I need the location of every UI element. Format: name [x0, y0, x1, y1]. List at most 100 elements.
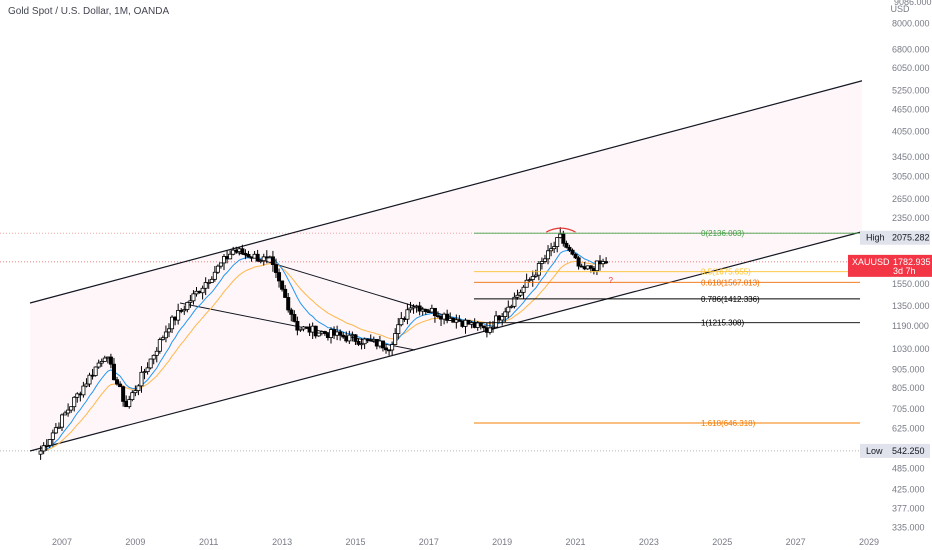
price-tick-label: 2650.000 [892, 194, 930, 204]
candle-body [133, 390, 138, 394]
price-tick-label: 8000.000 [892, 18, 930, 28]
price-tick-label: 705.000 [892, 404, 925, 414]
candle-body [518, 291, 523, 296]
candle-body [53, 427, 58, 434]
candle-body [390, 344, 395, 351]
price-tick-label: 4650.000 [892, 105, 930, 115]
candle-body [200, 287, 205, 294]
candle-body [246, 253, 251, 258]
candle-body [487, 327, 492, 333]
candle-body [93, 366, 98, 376]
candle-body [118, 383, 123, 388]
candle-body [166, 328, 171, 333]
candle-body [298, 328, 303, 331]
candles-layer [38, 227, 609, 460]
candle-body [215, 265, 220, 273]
candle-body [457, 319, 462, 322]
high-tag [860, 230, 930, 245]
candle-body [405, 309, 410, 320]
candle-body [130, 392, 135, 400]
candle-body [524, 279, 529, 288]
candle-body [576, 257, 581, 267]
fibonacci-layer: 0(2136.003) 0.5(1675.655)0.618(1567.013) 0… [474, 227, 860, 428]
candle-body [295, 321, 300, 331]
candle-body [539, 261, 544, 264]
candle-body [588, 265, 593, 269]
candle-body [313, 325, 318, 337]
price-tick-label: 3050.000 [892, 172, 930, 182]
candle-body [594, 260, 599, 272]
candle-body [75, 393, 80, 398]
candle-body [322, 331, 327, 334]
fib-label-5: 1.618(646.318) [701, 419, 756, 428]
channel-lower-line[interactable] [29, 226, 881, 452]
candle-body [231, 249, 236, 255]
candle-body [573, 253, 578, 259]
candle-body [66, 409, 71, 414]
candle-body [286, 297, 291, 311]
price-tick-label: 425.000 [892, 485, 925, 495]
candle-body [38, 450, 43, 455]
price-tick-label: 1350.000 [892, 301, 930, 311]
low-label: Low [866, 446, 883, 456]
candle-body [139, 371, 144, 387]
candle-body [44, 444, 49, 447]
fib-label-2: 0.618(1567.013) [701, 278, 760, 287]
candle-body [549, 248, 554, 252]
time-tick-label: 2021 [566, 537, 586, 547]
candle-body [570, 249, 575, 255]
fib-label-3: 0.786(1412.336) [701, 295, 760, 304]
candle-body [546, 250, 551, 260]
candle-body [280, 280, 285, 290]
time-tick-label: 2029 [859, 537, 879, 547]
candle-body [136, 385, 141, 391]
candle-body [63, 412, 68, 416]
chart-title: Gold Spot / U.S. Dollar, 1M, OANDA [8, 6, 169, 17]
candle-body [393, 333, 398, 345]
candle-body [521, 286, 526, 293]
candle-body [218, 262, 223, 267]
channel-upper-line[interactable] [29, 75, 881, 304]
price-tick-label: 377.000 [892, 504, 925, 514]
candle-body [115, 379, 120, 385]
price-tick-label: 3450.000 [892, 152, 930, 162]
annotation-arc [545, 227, 576, 233]
candle-body [157, 339, 162, 352]
candle-body [530, 276, 535, 281]
low-tag [860, 443, 930, 458]
candle-body [111, 363, 116, 381]
low-value: 542.250 [892, 446, 925, 456]
candle-body [380, 340, 385, 349]
candle-body [411, 306, 416, 309]
candle-body [270, 256, 275, 265]
candle-body [258, 260, 263, 263]
candle-body [481, 325, 486, 329]
candle-body [209, 278, 214, 283]
price-tick-label: 6050.000 [892, 63, 930, 73]
candle-body [417, 305, 422, 312]
current-symbol: XAUUSD [852, 257, 890, 267]
time-tick-label: 2013 [272, 537, 292, 547]
candle-body [273, 264, 278, 273]
candle-body [509, 305, 514, 308]
candle-body [478, 322, 483, 327]
candle-body [408, 307, 413, 311]
fib-label-0: 0(2136.003) [701, 229, 744, 238]
time-tick-label: 2019 [492, 537, 512, 547]
time-tick-label: 2025 [712, 537, 732, 547]
candle-body [56, 426, 61, 429]
price-tick-label: 625.000 [892, 423, 925, 433]
price-tick-label: 805.000 [892, 383, 925, 393]
candle-body [188, 300, 193, 303]
candle-body [542, 258, 547, 262]
candle-body [185, 302, 190, 310]
candle-body [533, 274, 538, 277]
candle-body [84, 383, 89, 387]
candle-body [341, 334, 346, 338]
candle-body [347, 334, 352, 342]
candle-body [99, 361, 104, 364]
candle-body [283, 288, 288, 298]
candle-body [555, 237, 560, 247]
candle-body [503, 311, 508, 317]
